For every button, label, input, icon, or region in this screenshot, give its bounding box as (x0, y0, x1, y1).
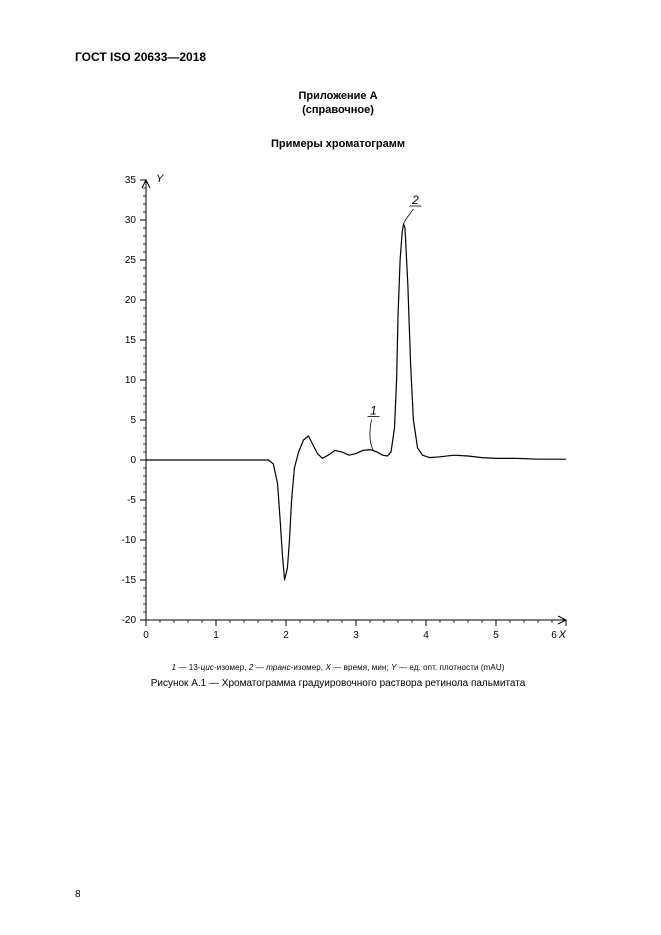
svg-text:20: 20 (124, 295, 136, 306)
svg-text:0: 0 (130, 455, 136, 466)
svg-text:10: 10 (124, 375, 136, 386)
svg-text:25: 25 (124, 255, 136, 266)
chromatogram-chart: -20 -15 -10 -5 0 5 10 15 20 25 30 35 0 1 2 3 4 5 6 Y X 1 2 (75, 160, 601, 655)
svg-text:3: 3 (353, 630, 359, 641)
page-number: 8 (75, 889, 81, 900)
svg-text:Y: Y (156, 173, 164, 185)
svg-text:2: 2 (283, 630, 289, 641)
svg-text:35: 35 (124, 175, 136, 186)
svg-text:2: 2 (411, 193, 419, 207)
svg-text:-15: -15 (121, 575, 136, 586)
svg-text:5: 5 (130, 415, 136, 426)
chart-legend: 1 — 13-цис-изомер, 2 — транс-изомер, X —… (75, 663, 601, 672)
svg-text:4: 4 (423, 630, 429, 641)
svg-text:-10: -10 (121, 535, 136, 546)
annex-line-2: (справочное) (302, 104, 374, 116)
doc-header: ГОСТ ISO 20633—2018 (75, 50, 601, 64)
svg-text:-5: -5 (127, 495, 136, 506)
annex-line-1: Приложение А (298, 90, 377, 102)
svg-text:1: 1 (370, 403, 377, 417)
svg-text:6: 6 (551, 630, 557, 641)
svg-text:30: 30 (124, 215, 136, 226)
svg-text:1: 1 (213, 630, 219, 641)
svg-text:X: X (557, 629, 566, 641)
svg-text:-20: -20 (121, 615, 136, 626)
annex-title: Приложение А (справочное) (75, 89, 601, 118)
svg-text:5: 5 (493, 630, 499, 641)
svg-text:15: 15 (124, 335, 136, 346)
chart-caption: Рисунок А.1 — Хроматограмма градуировочн… (75, 678, 601, 689)
svg-text:0: 0 (143, 630, 149, 641)
section-title: Примеры хроматограмм (75, 138, 601, 150)
chart-svg: -20 -15 -10 -5 0 5 10 15 20 25 30 35 0 1 2 3 4 5 6 Y X 1 2 (101, 160, 576, 655)
